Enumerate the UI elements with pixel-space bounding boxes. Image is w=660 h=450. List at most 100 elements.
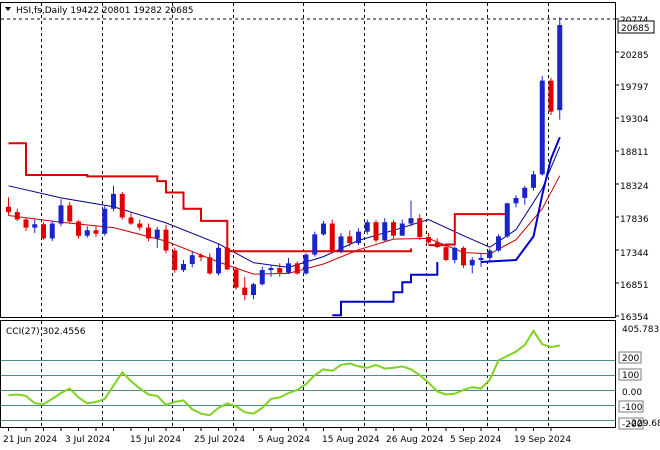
date-axis-label: 25 Jul 2024 [194,435,245,445]
price-axis-label: 19797 [620,83,649,93]
candle-body [452,247,458,260]
envelope-lower-line [332,262,439,317]
candle-body [216,247,221,274]
candle-body [286,263,291,273]
price-axis-label: 16354 [620,313,649,323]
cci-line [8,329,560,417]
candle-body [41,224,46,239]
cci-axis: 405.7837 200 100 0.00 -100 -200 -229.681… [618,325,660,430]
date-axis-label: 21 Jun 2024 [3,435,57,445]
candle-body [154,229,160,239]
candle-body [76,221,81,236]
candle-body [198,255,204,258]
cci-level-tag-box [618,417,644,430]
price-axis-label: 18811 [620,148,649,158]
candle-body [242,287,248,296]
candle-body [268,268,274,271]
candle-body [347,236,353,244]
candle-body [207,257,213,274]
current-price-tag: 20685 [621,24,650,34]
candle-body [163,229,169,251]
date-axis-label: 15 Aug 2024 [322,435,380,445]
current-price-tag-box [617,20,655,34]
candle-body [102,208,108,234]
envelope-upper-line [428,213,508,247]
candle-body [277,268,283,273]
candle-body [251,284,256,296]
date-axis-label: 26 Aug 2024 [386,435,444,445]
axis-ticks [8,18,619,431]
date-axis: 21 Jun 2024 3 Jul 2024 15 Jul 2024 25 Ju… [3,435,571,445]
candle-body [6,206,11,213]
candle-body [321,223,326,235]
cci-level-lines [1,360,615,421]
candle-body [49,223,55,239]
price-axis-label: 20285 [620,51,649,61]
cci-plot [8,329,560,417]
candle-body [67,205,73,222]
date-axis-label: 19 Sep 2024 [514,435,571,445]
candle-body [233,269,239,288]
candle-body [443,247,449,260]
candle-body [478,257,484,260]
candle-body [469,259,475,266]
candle-body [32,224,38,228]
price-axis-label: 17836 [620,215,649,225]
candle-body [408,218,414,224]
candle-body [504,203,510,237]
candle-body [338,236,344,252]
sub-panel-header: CCI(27) 302.4556 [6,327,86,337]
date-axis-label: 5 Sep 2024 [450,435,502,445]
candle-body [259,270,265,285]
candle-body [137,223,143,228]
cci-axis-label: -200 [622,420,643,430]
cci-level-tag-box [618,400,644,413]
cci-level-tag-box [618,368,642,381]
cci-axis-label: 100 [622,371,639,381]
candle-body [539,80,545,175]
envelope-lower-line [480,136,561,263]
candle-body [23,219,29,228]
candle-body [329,223,335,252]
candle-body [399,223,405,236]
candle-body [382,222,388,241]
candle-body [58,205,64,224]
panel-collapse-icon[interactable] [5,7,11,11]
candle-body [172,250,178,271]
candle-body [487,250,493,258]
candle-body [146,227,151,239]
date-axis-label: 3 Jul 2024 [65,435,110,445]
candle-body [128,217,134,224]
price-axis: 20774 20285 19797 19304 18811 18324 1783… [620,16,649,323]
candle-body [434,242,440,248]
price-axis-label: 17344 [620,249,649,259]
candle-body [111,193,116,209]
candle-body [426,237,431,243]
candle-body [531,174,536,188]
candle-body [364,222,370,232]
vertical-gridlines [1,3,615,427]
envelope-upper-line [8,142,412,253]
candle-body [522,187,528,198]
candle-body [373,222,379,241]
candle-body [14,212,20,220]
sub-panel-frame [0,320,616,428]
candle-body [294,263,300,274]
candle-body [356,231,361,244]
cci-level-tag-box [618,351,642,364]
candle-body [391,222,396,236]
candle-body [513,197,519,204]
candle-body [548,80,554,112]
candle-body [312,234,318,255]
candle-body [496,236,501,251]
candle-body [189,255,195,265]
date-axis-label: 5 Aug 2024 [258,435,310,445]
candle-body [224,247,230,270]
price-axis-label: 16851 [620,281,649,291]
main-panel-header: HSI,fs,Daily 19422 20801 19282 20685 [16,6,193,16]
date-axis-label: 15 Jul 2024 [130,435,181,445]
cci-axis-label: 200 [622,354,639,364]
price-axis-label: 19304 [620,115,649,125]
cci-axis-label: -100 [622,403,643,413]
